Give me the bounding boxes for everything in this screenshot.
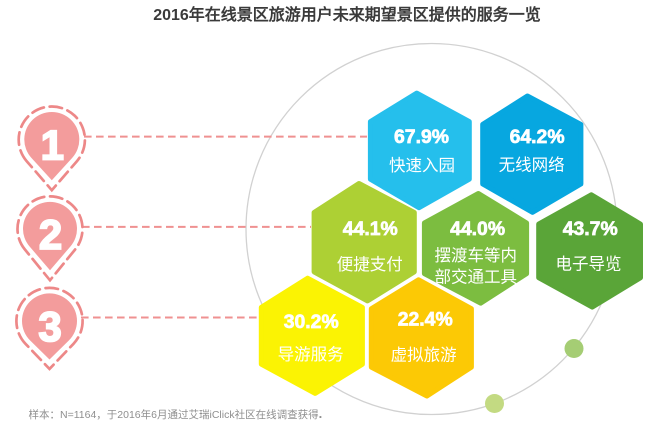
svg-text:2: 2 [39, 211, 62, 258]
svg-text:3: 3 [38, 303, 61, 350]
svg-text:导游服务: 导游服务 [278, 345, 344, 364]
svg-text:64.2%: 64.2% [510, 126, 565, 148]
svg-text:摆渡车等内: 摆渡车等内 [435, 246, 518, 265]
svg-text:无线网络: 无线网络 [499, 156, 565, 175]
svg-text:部交通工具: 部交通工具 [435, 267, 518, 286]
svg-text:43.7%: 43.7% [563, 218, 618, 240]
svg-text:电子导览: 电子导览 [556, 255, 622, 274]
svg-text:22.4%: 22.4% [398, 308, 453, 330]
svg-text:虚拟旅游: 虚拟旅游 [391, 346, 457, 365]
svg-text:44.0%: 44.0% [450, 218, 505, 240]
svg-text:44.1%: 44.1% [343, 218, 398, 240]
svg-text:便捷支付: 便捷支付 [337, 255, 403, 274]
svg-text:67.9%: 67.9% [394, 126, 449, 148]
svg-text:30.2%: 30.2% [284, 311, 339, 333]
svg-text:快速入园: 快速入园 [389, 156, 455, 175]
svg-text:1: 1 [41, 122, 64, 169]
